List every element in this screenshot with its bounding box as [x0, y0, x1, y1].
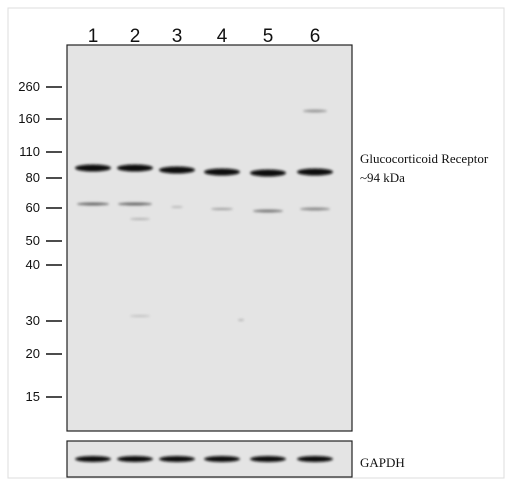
marker-label: 50 [26, 233, 40, 248]
band [297, 456, 333, 462]
size-label: ~94 kDa [360, 170, 405, 185]
band [75, 456, 111, 462]
marker-label: 15 [26, 389, 40, 404]
band [75, 164, 111, 172]
blot-membrane [66, 44, 353, 432]
band [130, 218, 150, 220]
band [159, 456, 195, 462]
band [118, 202, 152, 206]
lane-label: 2 [130, 26, 141, 47]
marker-label: 80 [26, 170, 40, 185]
band [250, 456, 286, 462]
band [253, 209, 283, 213]
marker-label: 30 [26, 313, 40, 328]
gapdh-label: GAPDH [360, 455, 405, 470]
band [300, 207, 330, 211]
lane-label: 3 [172, 26, 183, 47]
lane-label: 4 [217, 26, 228, 47]
band [238, 319, 244, 321]
marker-label: 40 [26, 257, 40, 272]
band [171, 206, 183, 208]
bands [75, 109, 333, 462]
lane-label: 6 [310, 26, 321, 47]
target-label: Glucocorticoid Receptor [360, 151, 489, 166]
band [77, 202, 109, 206]
marker-label: 60 [26, 200, 40, 215]
band [297, 168, 333, 176]
lane-label: 5 [263, 26, 274, 47]
band [117, 164, 153, 172]
band [250, 169, 286, 177]
marker-label: 260 [18, 79, 40, 94]
marker-label: 20 [26, 346, 40, 361]
band [130, 315, 150, 317]
marker-label: 110 [19, 144, 40, 159]
band [303, 109, 327, 113]
band [204, 456, 240, 462]
lane-label: 1 [88, 26, 99, 47]
band [211, 208, 233, 210]
marker-label: 160 [18, 111, 40, 126]
band [204, 168, 240, 176]
band [117, 456, 153, 462]
band [159, 166, 195, 174]
